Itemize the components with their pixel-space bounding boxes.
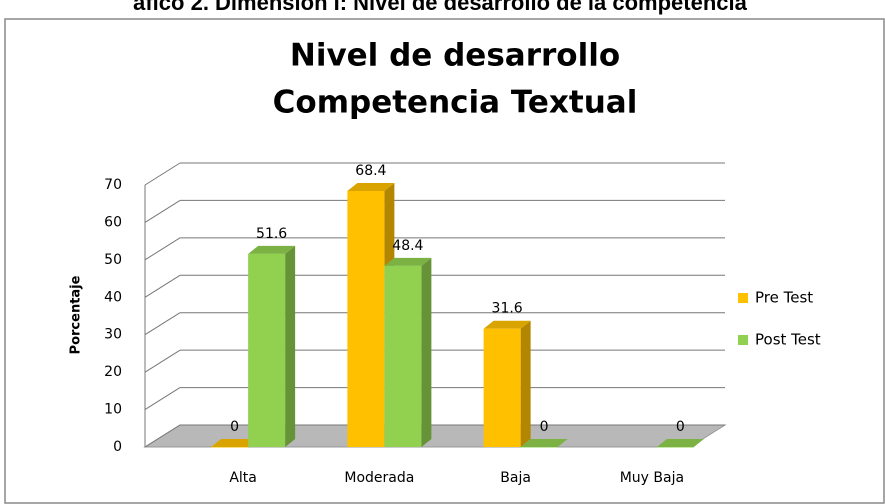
grid-line xyxy=(144,387,181,410)
bar xyxy=(347,190,385,447)
x-tick-label: Alta xyxy=(229,470,257,486)
legend-swatch xyxy=(738,293,748,303)
chart-title: Nivel de desarrollo xyxy=(290,38,620,74)
value-label: 0 xyxy=(540,419,549,435)
bar xyxy=(520,447,558,448)
bar-top xyxy=(384,257,432,266)
grid-line xyxy=(144,274,181,298)
y-tick-label: 10 xyxy=(104,402,122,418)
bar-top xyxy=(483,320,531,329)
y-axis-label: Porcentaje xyxy=(69,275,84,354)
bar-top xyxy=(656,439,704,447)
bar-top xyxy=(248,245,296,254)
y-tick-label: 60 xyxy=(104,214,122,230)
grid-line xyxy=(144,200,181,223)
value-label: 0 xyxy=(676,419,685,435)
y-tick-label: 0 xyxy=(113,439,122,455)
y-tick-label: 50 xyxy=(104,252,122,268)
bar-side xyxy=(520,320,531,447)
grid-line xyxy=(144,312,181,336)
bar-top xyxy=(520,439,568,447)
chart-frame xyxy=(4,18,885,504)
value-label: 68.4 xyxy=(355,163,386,179)
grid-line xyxy=(144,349,181,373)
value-label: 31.6 xyxy=(492,301,523,317)
x-tick-label: Moderada xyxy=(344,470,414,486)
y-tick-label: 20 xyxy=(104,364,122,380)
grid-line xyxy=(144,237,181,261)
value-label: 48.4 xyxy=(392,238,423,254)
bar xyxy=(211,447,249,448)
bar-side xyxy=(421,257,432,447)
bar xyxy=(384,265,422,447)
grid-line xyxy=(144,424,181,448)
y-tick-label: 70 xyxy=(104,177,122,193)
bar-top xyxy=(211,439,259,447)
bar-side xyxy=(285,245,296,447)
bar xyxy=(248,253,286,447)
legend-label: Pre Test xyxy=(755,289,813,307)
value-label: 0 xyxy=(230,419,239,435)
y-tick-label: 40 xyxy=(104,289,122,305)
bar xyxy=(656,447,694,448)
value-label: 51.6 xyxy=(256,226,287,242)
x-tick-label: Baja xyxy=(500,470,531,486)
legend-label: Post Test xyxy=(755,331,821,349)
bar-top xyxy=(347,182,395,191)
x-tick-label: Muy Baja xyxy=(620,470,684,486)
y-tick-label: 30 xyxy=(104,327,122,343)
chart-title: Competencia Textual xyxy=(273,85,638,121)
caption: áfico 2. Dimensión I: Nivel de desarroll… xyxy=(133,0,748,15)
bar xyxy=(483,328,521,447)
grid-line xyxy=(144,162,181,186)
legend-swatch xyxy=(738,335,748,345)
